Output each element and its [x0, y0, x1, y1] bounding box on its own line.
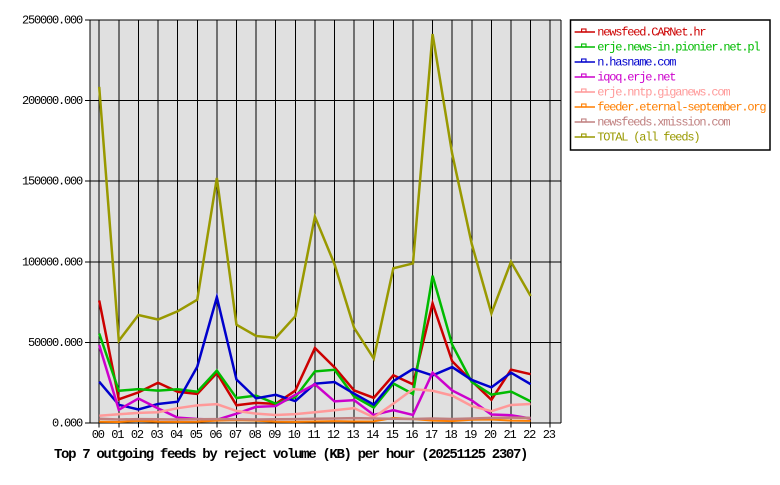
svg-text:02: 02 [131, 428, 144, 442]
svg-text:14: 14 [366, 428, 379, 442]
svg-text:15: 15 [386, 428, 399, 442]
svg-text:12: 12 [327, 428, 340, 442]
svg-text:n.hasname.com: n.hasname.com [597, 56, 676, 70]
svg-text:100000.000: 100000.000 [22, 255, 83, 269]
svg-text:03: 03 [151, 428, 164, 442]
svg-text:Top 7 outgoing feeds by reject: Top 7 outgoing feeds by reject volume (K… [54, 447, 527, 463]
svg-text:20: 20 [484, 428, 497, 442]
svg-text:200000.000: 200000.000 [22, 94, 83, 108]
svg-text:06: 06 [209, 428, 222, 442]
svg-text:10: 10 [288, 428, 301, 442]
svg-text:erje.news-in.pionier.net.pl: erje.news-in.pionier.net.pl [597, 41, 760, 55]
svg-text:04: 04 [170, 428, 183, 442]
svg-text:09: 09 [268, 428, 281, 442]
svg-text:0.000: 0.000 [52, 417, 83, 431]
svg-text:01: 01 [111, 428, 124, 442]
svg-text:newsfeed.CARNet.hr: newsfeed.CARNet.hr [597, 26, 706, 40]
svg-text:17: 17 [425, 428, 438, 442]
svg-text:05: 05 [190, 428, 203, 442]
svg-text:newsfeeds.xmission.com: newsfeeds.xmission.com [597, 116, 730, 130]
svg-text:13: 13 [347, 428, 360, 442]
svg-text:250000.000: 250000.000 [22, 14, 83, 28]
svg-text:21: 21 [504, 428, 517, 442]
svg-text:50000.000: 50000.000 [28, 336, 83, 350]
svg-text:erje.nntp.giganews.com: erje.nntp.giganews.com [597, 86, 730, 100]
svg-text:22: 22 [523, 428, 536, 442]
svg-text:TOTAL (all feeds): TOTAL (all feeds) [597, 131, 699, 145]
svg-text:23: 23 [543, 428, 556, 442]
svg-text:00: 00 [92, 428, 105, 442]
svg-text:08: 08 [249, 428, 262, 442]
svg-text:07: 07 [229, 428, 242, 442]
svg-text:150000.000: 150000.000 [22, 175, 83, 189]
svg-text:16: 16 [405, 428, 418, 442]
svg-text:18: 18 [445, 428, 458, 442]
svg-text:feeder.eternal-september.org: feeder.eternal-september.org [597, 101, 766, 115]
svg-text:11: 11 [307, 428, 320, 442]
svg-text:iqoq.erje.net: iqoq.erje.net [597, 71, 675, 85]
svg-text:19: 19 [464, 428, 477, 442]
